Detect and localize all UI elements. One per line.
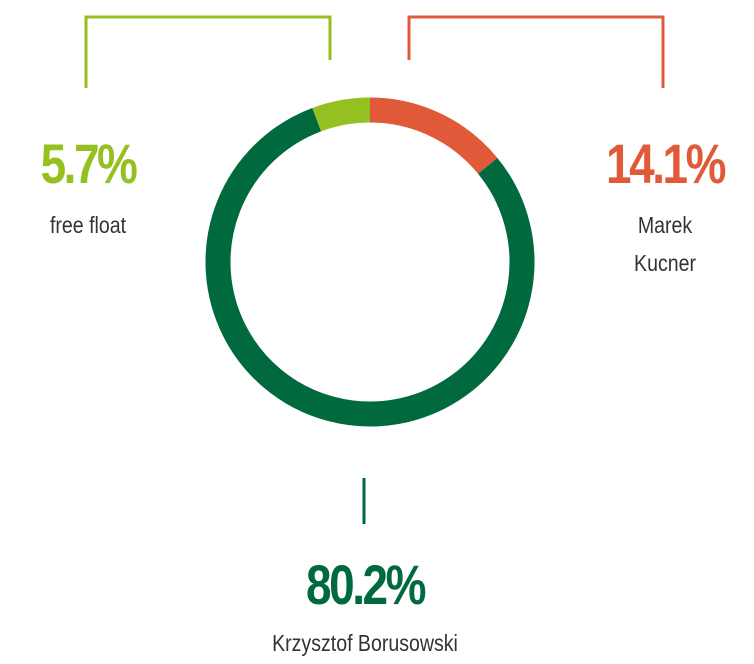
category-label: free float	[49, 212, 127, 238]
value-label: 80.2%	[306, 553, 426, 616]
donut-segment	[369, 97, 498, 174]
bracket	[84, 15, 332, 88]
value-label: 5.7%	[40, 132, 138, 195]
donut-segment	[205, 107, 535, 427]
donut-segment	[312, 97, 371, 132]
category-label: Krzysztof Borusowski	[272, 630, 458, 656]
category-label: Marek Kucner	[634, 212, 696, 276]
bracket	[407, 15, 665, 88]
value-label: 14.1%	[606, 132, 726, 195]
